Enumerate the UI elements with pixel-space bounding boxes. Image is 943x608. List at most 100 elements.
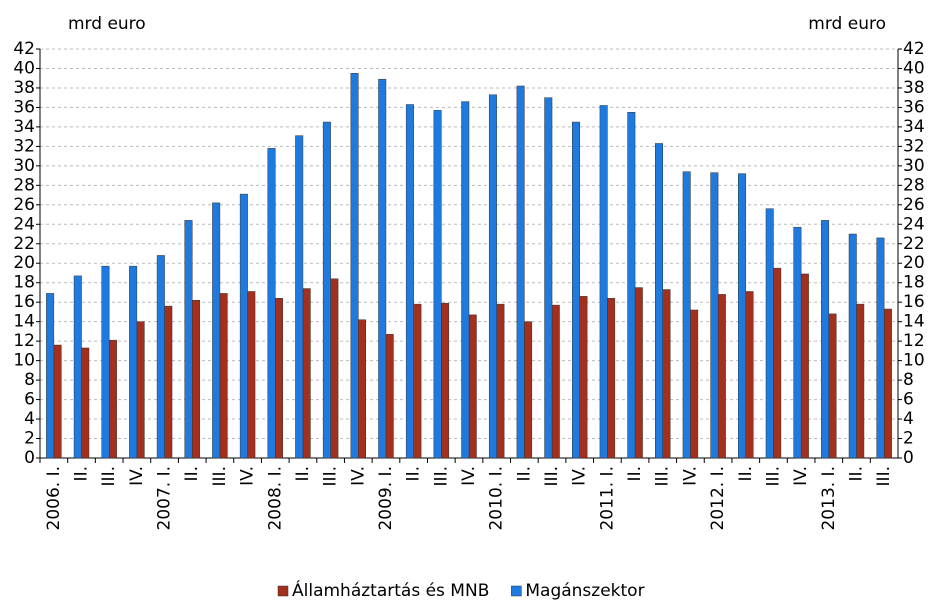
x-tick-label: 2006. I. xyxy=(44,466,64,531)
bar xyxy=(848,233,857,459)
bar xyxy=(856,303,865,459)
bar xyxy=(191,299,200,459)
y2-tick-label: 14 xyxy=(903,312,925,332)
bar xyxy=(53,344,62,459)
y-tick-label: 32 xyxy=(13,136,35,156)
y-tick-label: 26 xyxy=(13,195,35,215)
bar xyxy=(108,339,117,459)
bar xyxy=(295,135,304,459)
bar xyxy=(682,171,691,459)
legend-label: Államháztartás és MNB xyxy=(292,579,489,601)
y-tick-label: 36 xyxy=(13,97,35,117)
bar xyxy=(73,275,82,459)
bar xyxy=(136,321,145,459)
x-tick-label: III. xyxy=(763,466,783,486)
x-tick-label: II. xyxy=(293,466,313,481)
x-tick-label: III. xyxy=(874,466,894,486)
bar xyxy=(378,78,387,459)
y-tick-label: 42 xyxy=(13,39,35,59)
x-tick-label: II. xyxy=(182,466,202,481)
bar xyxy=(571,121,580,459)
y2-tick-label: 20 xyxy=(903,253,925,273)
bar xyxy=(496,303,505,459)
bar xyxy=(239,193,248,459)
bar xyxy=(793,226,802,459)
bar xyxy=(358,319,367,459)
bar xyxy=(433,110,442,459)
legend-swatch xyxy=(511,585,522,597)
bar xyxy=(81,347,90,459)
bar xyxy=(164,305,173,459)
y2-tick-label: 8 xyxy=(903,370,914,390)
bar xyxy=(405,104,414,459)
y2-tick-label: 34 xyxy=(903,117,925,137)
bar xyxy=(800,273,809,459)
bar xyxy=(441,302,450,459)
y-tick-label: 2 xyxy=(24,429,35,449)
x-tick-label: III. xyxy=(542,466,562,486)
x-tick-label: III. xyxy=(210,466,230,486)
y2-tick-label: 16 xyxy=(903,292,925,312)
bar xyxy=(876,237,885,459)
bar xyxy=(745,291,754,459)
bar xyxy=(46,293,55,459)
y2-tick-label: 6 xyxy=(903,390,914,410)
x-tick-label: II. xyxy=(514,466,534,481)
bar xyxy=(579,296,588,459)
y-tick-label: 4 xyxy=(24,409,35,429)
y2-tick-label: 12 xyxy=(903,331,925,351)
x-tick-label: 2011. I. xyxy=(597,466,617,531)
bar xyxy=(544,97,553,459)
x-tick-label: 2010. I. xyxy=(487,466,507,531)
y-tick-label: 6 xyxy=(24,390,35,410)
bar xyxy=(627,112,636,459)
bar xyxy=(156,255,165,459)
y-tick-label: 40 xyxy=(13,58,35,78)
bar xyxy=(883,308,892,459)
y-tick-label: 22 xyxy=(13,234,35,254)
bar xyxy=(488,94,497,459)
y2-tick-label: 26 xyxy=(903,195,925,215)
x-tick-label: IV. xyxy=(348,466,368,486)
y-tick-label: 38 xyxy=(13,78,35,98)
y2-tick-label: 22 xyxy=(903,234,925,254)
x-tick-label: II. xyxy=(846,466,866,481)
y2-tick-label: 38 xyxy=(903,78,925,98)
bar xyxy=(690,309,699,459)
bar xyxy=(655,143,663,459)
x-tick-label: 2009. I. xyxy=(376,466,396,531)
bar xyxy=(212,202,221,459)
bar xyxy=(461,101,470,459)
y-tick-label: 16 xyxy=(13,292,35,312)
y-tick-label: 18 xyxy=(13,273,35,293)
y-axis-label: mrd euro xyxy=(68,14,146,34)
bar xyxy=(738,173,747,459)
bar xyxy=(184,220,193,459)
y2-tick-label: 10 xyxy=(903,351,925,371)
y-tick-label: 10 xyxy=(13,351,35,371)
bar xyxy=(267,148,276,459)
y-tick-label: 24 xyxy=(13,214,35,234)
y2-tick-label: 18 xyxy=(903,273,925,293)
x-tick-label: 2008. I. xyxy=(265,466,285,531)
bar xyxy=(662,289,671,459)
bar xyxy=(821,220,830,459)
y-tick-label: 34 xyxy=(13,117,35,137)
x-tick-label: IV. xyxy=(459,466,479,486)
y-tick-label: 8 xyxy=(24,370,35,390)
y2-tick-label: 36 xyxy=(903,97,925,117)
bar xyxy=(247,291,256,459)
x-tick-label: II. xyxy=(404,466,424,481)
x-tick-label: IV. xyxy=(238,466,258,486)
y2-axis-label: mrd euro xyxy=(808,14,886,34)
bar xyxy=(551,304,560,459)
y-tick-label: 14 xyxy=(13,312,35,332)
bar xyxy=(828,313,837,459)
x-tick-label: 2013. I. xyxy=(819,466,839,531)
bar xyxy=(219,293,228,459)
bar xyxy=(599,105,608,459)
bar xyxy=(710,172,719,459)
y-tick-label: 0 xyxy=(24,448,35,468)
bar xyxy=(330,278,339,459)
bar xyxy=(524,321,533,459)
